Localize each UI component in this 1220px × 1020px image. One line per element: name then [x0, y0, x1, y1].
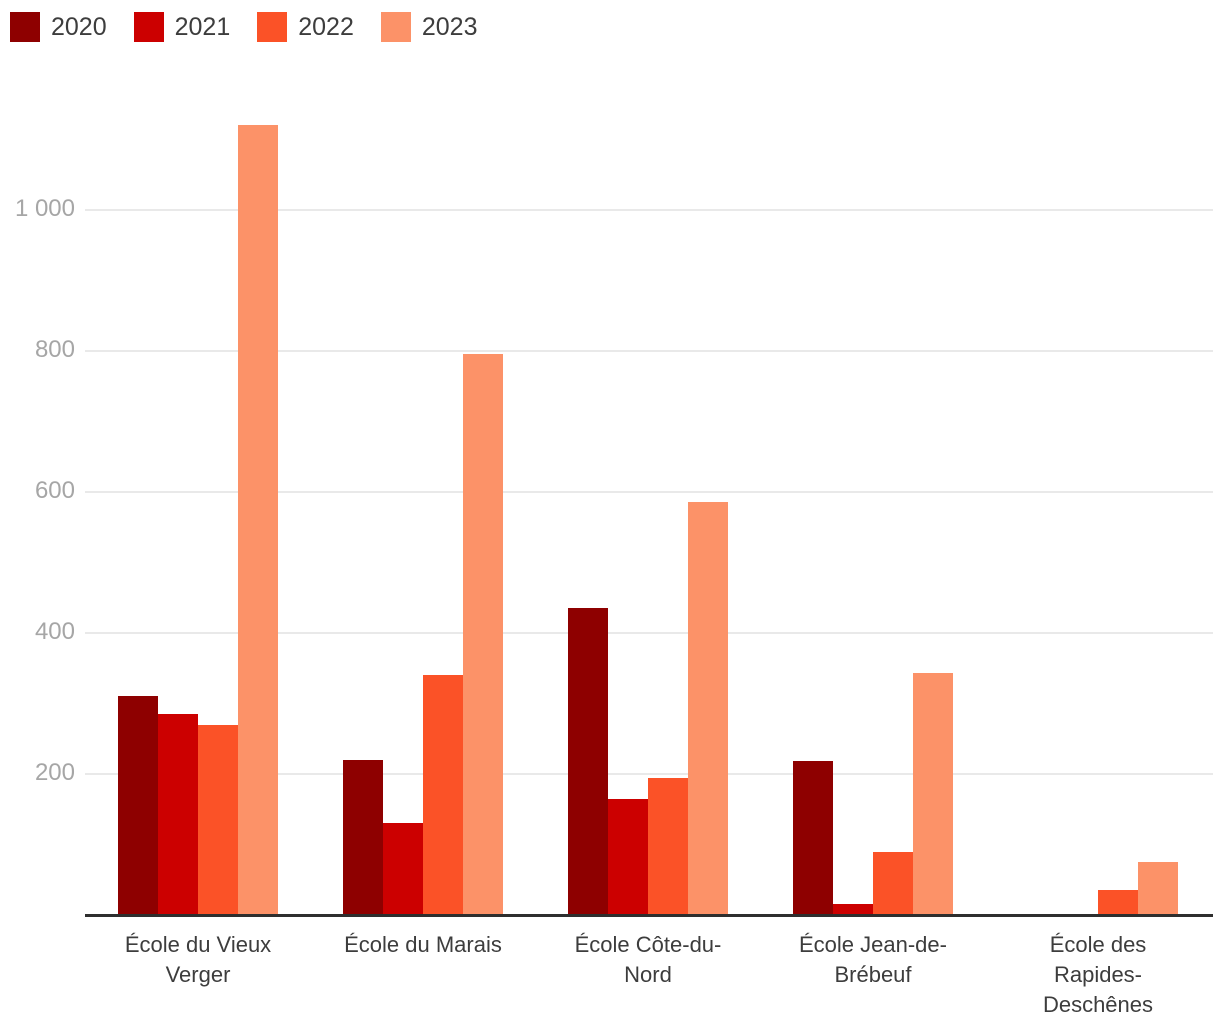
bar-2023[interactable] — [688, 502, 728, 915]
bar-2022[interactable] — [423, 675, 463, 915]
y-tick-label: 800 — [34, 335, 75, 363]
legend-swatch-icon — [10, 12, 40, 42]
legend-item-2022[interactable]: 2022 — [257, 12, 354, 42]
bar-2022[interactable] — [873, 851, 913, 915]
bar-2023[interactable] — [463, 354, 503, 915]
x-tick-label: École Jean-de- Brébeuf — [799, 932, 947, 987]
y-tick-label: 400 — [34, 617, 75, 645]
bar-group-2 — [343, 51, 503, 915]
bar-2020[interactable] — [793, 761, 833, 915]
bar-group-3 — [568, 51, 728, 915]
x-tick-label: École des Rapides- Deschênes — [1042, 932, 1154, 1017]
bar-2021[interactable] — [383, 823, 423, 915]
y-tick-label: 200 — [34, 758, 75, 786]
legend-swatch-icon — [257, 12, 288, 42]
bar-2021[interactable] — [608, 798, 648, 915]
gridline — [85, 631, 1213, 634]
bar-group-1 — [118, 51, 278, 915]
bar-group-4 — [793, 51, 953, 915]
legend-swatch-icon — [380, 12, 411, 42]
bar-2022[interactable] — [648, 777, 688, 915]
legend-label: 2021 — [174, 12, 231, 41]
legend-swatch-icon — [133, 12, 164, 42]
y-axis: 200 400 600 800 1 000 — [0, 51, 76, 915]
bar-2020[interactable] — [343, 759, 383, 915]
legend-item-2021[interactable]: 2021 — [133, 12, 231, 42]
gridline — [85, 349, 1213, 352]
y-tick-label: 1 000 — [14, 194, 75, 222]
bar-group-5 — [1018, 51, 1178, 915]
legend-item-2020[interactable]: 2020 — [10, 12, 107, 42]
x-tick-label: École du Vieux Verger — [124, 932, 272, 987]
legend-label: 2020 — [51, 12, 107, 41]
plot-area — [85, 51, 1213, 917]
legend-label: 2023 — [421, 12, 478, 41]
x-tick-label: École Côte-du- Nord — [574, 932, 722, 987]
gridline — [85, 772, 1213, 775]
chart-legend: 2020 2021 2022 2023 — [10, 12, 505, 42]
bar-2022[interactable] — [1098, 890, 1138, 915]
bar-2023[interactable] — [1138, 862, 1178, 915]
bar-2023[interactable] — [238, 125, 278, 915]
bar-2020[interactable] — [568, 608, 608, 915]
gridline — [85, 208, 1213, 211]
bar-2020[interactable] — [118, 696, 158, 915]
x-axis-line — [85, 914, 1213, 917]
gridline — [85, 490, 1213, 493]
bar-2021[interactable] — [833, 904, 873, 915]
legend-item-2023[interactable]: 2023 — [380, 12, 478, 42]
bar-2022[interactable] — [198, 724, 238, 915]
bar-2021[interactable] — [158, 714, 198, 915]
y-tick-label: 600 — [34, 476, 75, 504]
legend-label: 2022 — [298, 12, 354, 41]
bar-2023[interactable] — [913, 673, 953, 915]
x-tick-label: École du Marais — [344, 932, 502, 957]
x-axis-labels: École du Vieux Verger École du Marais École… — [0, 930, 1220, 1020]
